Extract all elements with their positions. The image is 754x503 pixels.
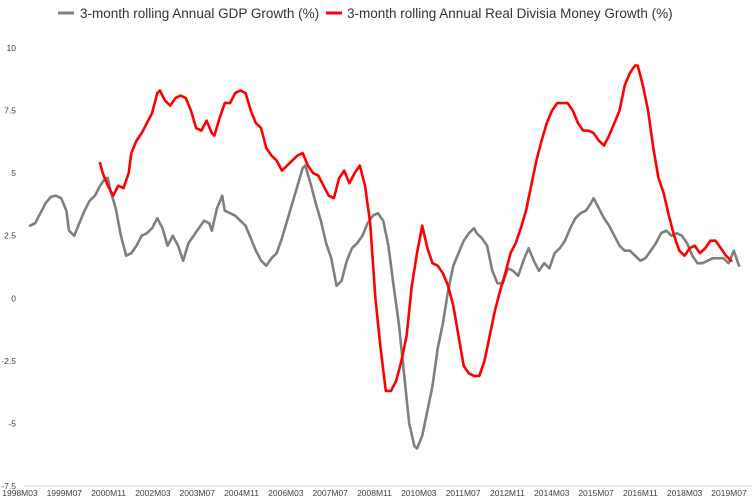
x-tick-label: 1999M07 xyxy=(47,488,83,498)
x-tick-label: 2014M03 xyxy=(534,488,570,498)
x-tick-label: 2019M07 xyxy=(711,488,747,498)
y-tick-label: 10 xyxy=(7,43,17,53)
x-tick-label: 1998M03 xyxy=(2,488,38,498)
x-axis: 1998M03 1999M07 2000M11 2002M03 2003M07 2004M… xyxy=(2,485,751,498)
x-tick-label: 2018M03 xyxy=(667,488,703,498)
legend-label-gdp: 3-month rolling Annual GDP Growth (%) xyxy=(80,6,319,21)
divisia-money-growth-line xyxy=(98,64,733,393)
y-tick-label: -7.5 xyxy=(1,481,16,491)
legend-item-gdp: 3-month rolling Annual GDP Growth (%) xyxy=(58,6,319,21)
legend: 3-month rolling Annual GDP Growth (%) 3-… xyxy=(58,6,673,21)
x-tick-label: 2011M07 xyxy=(446,488,481,498)
y-axis: 10 7.5 5 2.5 0 -2.5 -5 -7.5 xyxy=(1,43,16,491)
x-tick-label: 2000M11 xyxy=(91,488,126,498)
y-tick-label: 7.5 xyxy=(4,106,16,116)
y-tick-label: -2.5 xyxy=(1,356,16,366)
x-tick-label: 2015M07 xyxy=(578,488,614,498)
x-tick-label: 2012M11 xyxy=(490,488,525,498)
x-tick-label: 2006M03 xyxy=(268,488,304,498)
x-tick-label: 2002M03 xyxy=(135,488,171,498)
x-tick-label: 2003M07 xyxy=(180,488,216,498)
x-tick-label: 2016M11 xyxy=(623,488,658,498)
x-tick-label: 2004M11 xyxy=(224,488,259,498)
y-tick-label: -5 xyxy=(8,418,16,428)
x-tick-label: 2007M07 xyxy=(312,488,348,498)
legend-label-divisia: 3-month rolling Annual Real Divisia Mone… xyxy=(347,6,673,21)
x-tick-label: 2010M03 xyxy=(401,488,437,498)
y-tick-label: 0 xyxy=(11,293,16,303)
x-tick-label: 2008M11 xyxy=(357,488,392,498)
plot-lines xyxy=(28,64,741,450)
y-tick-label: 5 xyxy=(11,168,16,178)
gdp-growth-line xyxy=(28,164,741,450)
legend-item-divisia: 3-month rolling Annual Real Divisia Mone… xyxy=(326,6,673,21)
y-tick-label: 2.5 xyxy=(4,231,16,241)
